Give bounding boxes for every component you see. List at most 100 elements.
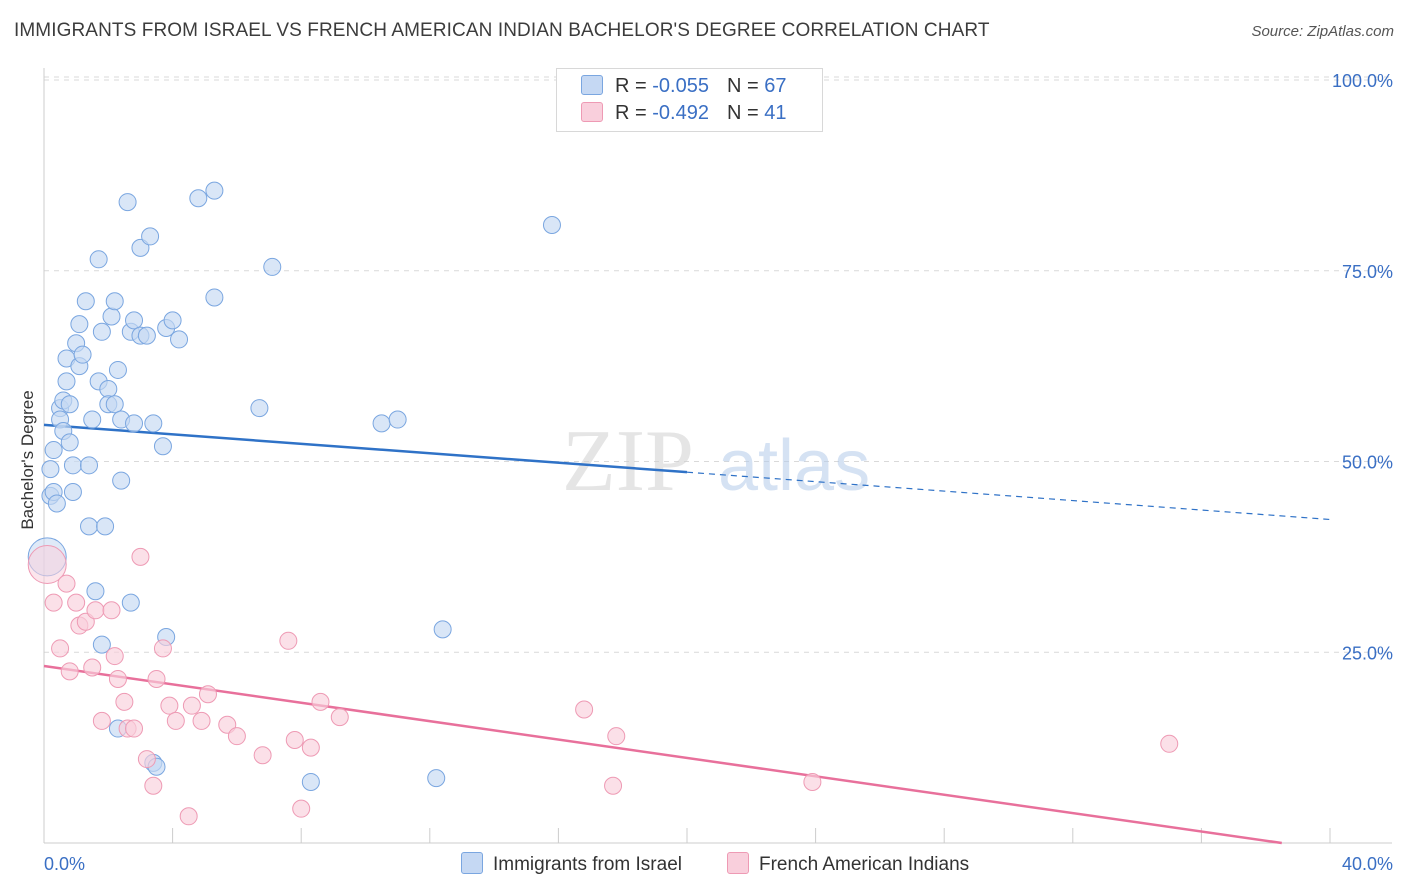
scatter-point-israel (388, 410, 407, 429)
scatter-point-israel (144, 414, 163, 433)
scatter-point-french (279, 631, 298, 650)
scatter-point-israel (47, 494, 66, 513)
scatter-point-israel (112, 471, 131, 490)
watermark: ZIP atlas (562, 413, 870, 510)
x-tick-label-min: 0.0% (44, 854, 85, 874)
scatter-point-french (330, 708, 349, 727)
scatter-point-israel (60, 395, 79, 414)
scatter-point-israel (63, 456, 82, 475)
scatter-point-french (301, 738, 320, 757)
scatter-point-israel (125, 414, 144, 433)
bottom-legend-israel: Immigrants from Israel (461, 852, 682, 876)
scatter-point-israel (118, 193, 137, 212)
y-tick-label: 100.0% (1332, 71, 1393, 91)
scatter-point-israel (41, 460, 60, 479)
legend-swatch-israel (581, 75, 603, 95)
scatter-point-french (285, 730, 304, 749)
bottom-legend-swatch-french (727, 852, 749, 874)
scatter-point-israel (189, 189, 208, 208)
scatter-point-israel (86, 582, 105, 601)
scatter-point-french (44, 593, 63, 612)
scatter-point-israel (108, 360, 127, 379)
scatter-point-israel (80, 517, 99, 536)
scatter-point-israel (73, 345, 92, 364)
y-tick-label: 75.0% (1342, 262, 1393, 282)
bottom-legend-swatch-israel (461, 852, 483, 874)
scatter-point-israel (89, 250, 108, 269)
trend-lines (43, 423, 1331, 845)
scatter-point-french (131, 547, 150, 566)
scatter-point-israel (433, 620, 452, 639)
scatter-point-israel (125, 311, 144, 330)
scatter-point-israel (205, 288, 224, 307)
source-label: Source: ZipAtlas.com (1251, 23, 1394, 40)
scatter-point-french (311, 692, 330, 711)
scatter-point-israel (96, 517, 115, 536)
scatter-point-french (182, 696, 201, 715)
legend-n-label: N = (726, 102, 765, 124)
scatter-point-french (147, 669, 166, 688)
scatter-point-israel (372, 414, 391, 433)
trend-line-extension-israel (686, 471, 1331, 521)
scatter-point-french (153, 639, 172, 658)
scatter-point-israel (57, 372, 76, 391)
legend-n-label: N = (726, 75, 765, 97)
legend-n-value-french: 41 (764, 102, 787, 124)
scatter-point-french (803, 772, 822, 791)
scatter-point-israel (170, 330, 189, 349)
scatter-point-french (51, 639, 70, 658)
scatter-point-israel (163, 311, 182, 330)
scatter-point-french (102, 601, 121, 620)
scatter-point-french (57, 574, 76, 593)
legend-r-label: R = (615, 102, 653, 124)
bottom-legend-french: French American Indians (727, 852, 969, 876)
scatter-point-french (253, 746, 272, 765)
scatter-point-israel (83, 410, 102, 429)
scatter-point-french (144, 776, 163, 795)
correlation-legend: R = -0.055 N = 67 R = -0.492 N = 41 (556, 68, 823, 132)
x-tick-label-max: 40.0% (1342, 854, 1393, 874)
bottom-legend-label-israel: Immigrants from Israel (493, 854, 682, 875)
scatter-point-israel (427, 769, 446, 788)
scatter-point-israel (99, 380, 118, 399)
scatter-point-israel (137, 326, 156, 345)
scatter-point-french (105, 647, 124, 666)
scatter-point-french (292, 799, 311, 818)
scatter-point-french (166, 711, 185, 730)
scatter-point-israel (92, 635, 111, 654)
scatter-point-israel (92, 322, 111, 341)
trend-line-israel (43, 423, 688, 474)
scatter-point-french (86, 601, 105, 620)
scatter-point-israel (76, 292, 95, 311)
scatter-point-french (607, 727, 626, 746)
scatter-point-french (83, 658, 102, 677)
grid-lines (44, 76, 1392, 653)
legend-swatch-french (581, 102, 603, 122)
scatter-point-french (92, 711, 111, 730)
scatter-point-israel (70, 315, 89, 334)
legend-r-label: R = (615, 75, 653, 97)
scatter-point-israel (250, 399, 269, 418)
scatter-point-israel (102, 307, 121, 326)
legend-r-value-french: -0.492 (652, 102, 709, 124)
trend-line-french (43, 664, 1282, 845)
scatter-point-israel (141, 227, 160, 246)
y-axis-label: Bachelor's Degree (18, 390, 37, 530)
scatter-point-french (27, 545, 67, 585)
y-tick-label: 50.0% (1342, 453, 1393, 473)
scatter-point-israel (205, 181, 224, 200)
scatter-point-israel (121, 593, 140, 612)
scatter-point-israel (63, 483, 82, 502)
legend-row-israel: R = -0.055 N = 67 (581, 75, 786, 101)
legend-row-french: R = -0.492 N = 41 (581, 102, 786, 128)
scatter-point-french (179, 807, 198, 826)
scatter-point-french (137, 750, 156, 769)
scatter-point-french (160, 696, 179, 715)
scatter-point-israel (263, 257, 282, 276)
legend-r-value-israel: -0.055 (652, 75, 709, 97)
scatter-point-french (67, 593, 86, 612)
scatter-point-french (227, 727, 246, 746)
data-points (27, 181, 1179, 826)
scatter-point-israel (542, 215, 561, 234)
